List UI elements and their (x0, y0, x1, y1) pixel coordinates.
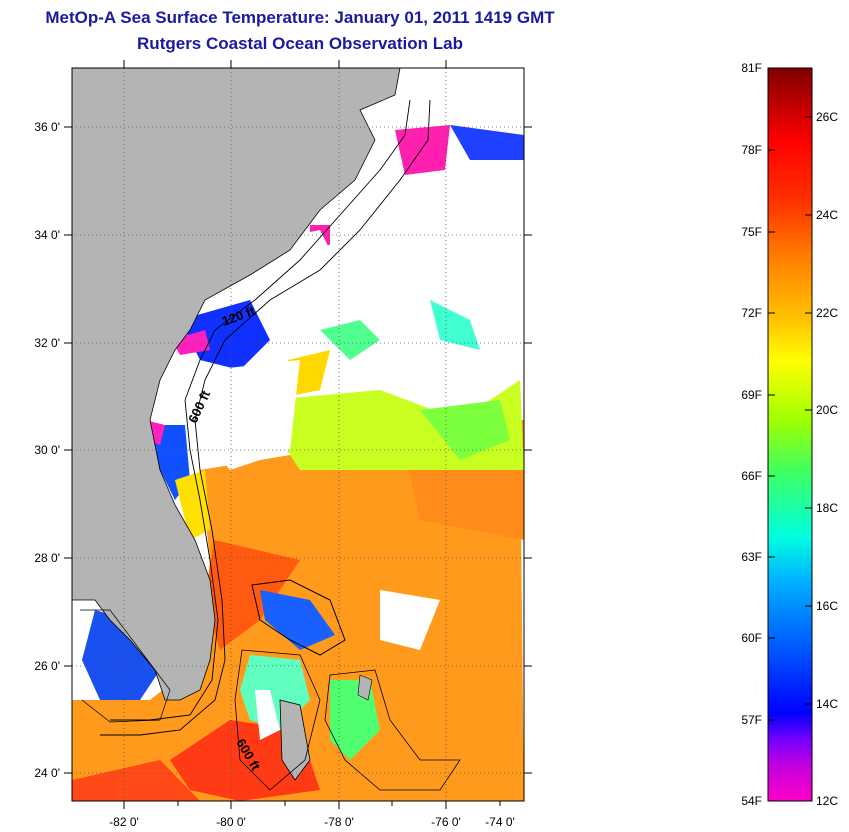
colorbar-c-label: 16C (816, 599, 838, 613)
axis-ticks (64, 60, 532, 809)
colorbar-c-label: 12C (816, 794, 838, 808)
colorbar-ticks (768, 116, 812, 721)
colorbar-f-label: 81F (741, 61, 762, 75)
colorbar-f-label: 57F (741, 713, 762, 727)
colorbar-f-label: 69F (741, 388, 762, 402)
map-title: MetOp-A Sea Surface Temperature: January… (45, 8, 555, 27)
lat-label: 24 0' (34, 766, 60, 780)
lat-label: 30 0' (34, 443, 60, 457)
colorbar (767, 67, 813, 802)
lon-label: -80 0' (216, 815, 246, 829)
colorbar-f-label: 63F (741, 550, 762, 564)
sst-image (72, 68, 524, 801)
lon-label: -76 0' (431, 815, 461, 829)
colorbar-c-label: 26C (816, 110, 838, 124)
land-mass (72, 68, 401, 701)
colorbar-c-label: 14C (816, 697, 838, 711)
map-subtitle: Rutgers Coastal Ocean Observation Lab (137, 34, 463, 53)
colorbar-c-label: 24C (816, 208, 838, 222)
lat-label: 28 0' (34, 551, 60, 565)
colorbar-c-label: 18C (816, 501, 838, 515)
lon-label: -82 0' (109, 815, 139, 829)
lat-label: 34 0' (34, 228, 60, 242)
lat-label: 26 0' (34, 659, 60, 673)
colorbar-f-label: 54F (741, 794, 762, 808)
colorbar-c-label: 22C (816, 306, 838, 320)
colorbar-f-label: 75F (741, 225, 762, 239)
lon-label: -78 0' (324, 815, 354, 829)
colorbar-f-label: 60F (741, 631, 762, 645)
lon-label: -74 0' (485, 815, 515, 829)
colorbar-f-label: 78F (741, 143, 762, 157)
lat-label: 32 0' (34, 336, 60, 350)
map-gridlines (72, 68, 524, 801)
colorbar-f-label: 66F (741, 469, 762, 483)
colorbar-c-label: 20C (816, 403, 838, 417)
colorbar-f-label: 72F (741, 306, 762, 320)
lat-label: 36 0' (34, 120, 60, 134)
map-frame (71, 67, 525, 802)
